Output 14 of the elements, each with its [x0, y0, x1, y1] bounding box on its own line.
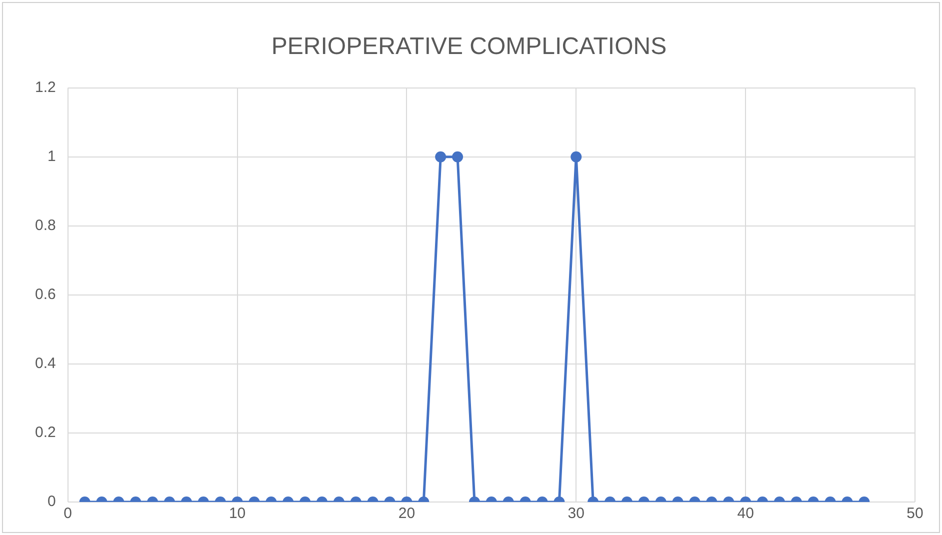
y-tick-label: 1	[48, 148, 56, 165]
y-tick-label: 0.8	[34, 217, 56, 234]
y-tick-label: 0.6	[34, 286, 56, 304]
x-tick-label: 10	[228, 505, 246, 522]
x-tick-label: 30	[568, 505, 584, 522]
x-tick-label: 20	[398, 505, 416, 522]
y-tick-label: 0.4	[34, 355, 56, 372]
x-tick-label: 0	[64, 505, 72, 522]
x-tick-label: 40	[737, 505, 754, 522]
y-tick-label: 1.2	[34, 78, 56, 96]
y-tick-label: 0	[48, 493, 56, 510]
x-tick-label: 50	[906, 505, 924, 522]
chart-title: PERIOPERATIVE COMPLICATIONS	[271, 33, 667, 60]
y-tick-label: 0.2	[34, 424, 56, 442]
